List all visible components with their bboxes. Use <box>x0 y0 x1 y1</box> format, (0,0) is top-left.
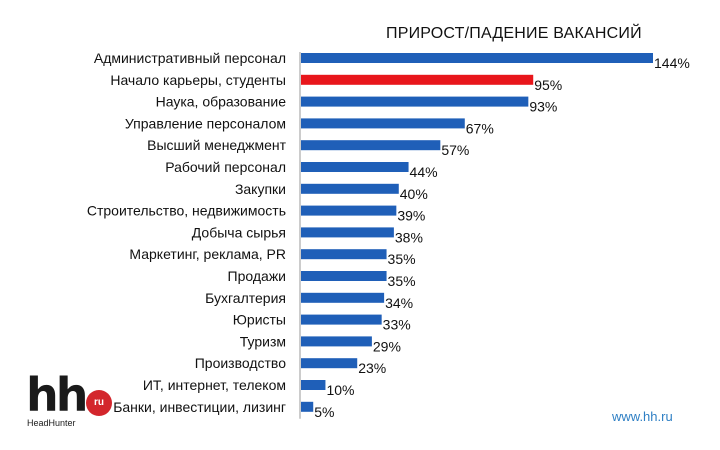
bar <box>301 249 387 260</box>
bar <box>301 336 372 347</box>
logo-badge: ru <box>86 390 112 416</box>
data-label: 29% <box>373 338 401 354</box>
data-label: 39% <box>397 208 425 224</box>
data-label: 35% <box>388 251 416 267</box>
category-label: Управление персоналом <box>125 115 286 131</box>
bar <box>301 292 385 303</box>
data-label: 23% <box>358 360 386 376</box>
headhunter-logo: hh ru HeadHunter <box>26 372 118 430</box>
chart-title: ПРИРОСТ/ПАДЕНИЕ ВАКАНСИЙ <box>386 25 642 42</box>
data-label: 35% <box>388 273 416 289</box>
category-label: Бухгалтерия <box>205 290 286 306</box>
data-label: 5% <box>314 404 334 420</box>
bar <box>301 401 314 412</box>
category-label: Туризм <box>240 333 286 349</box>
category-label: Рабочий персонал <box>165 159 286 175</box>
logo-name: HeadHunter <box>27 418 76 428</box>
category-label: Строительство, недвижимость <box>87 203 286 219</box>
category-label: Начало карьеры, студенты <box>110 72 286 88</box>
data-label: 33% <box>383 317 411 333</box>
data-label: 38% <box>395 229 423 245</box>
category-label: Наука, образование <box>156 94 287 110</box>
category-label: Производство <box>195 355 286 371</box>
data-label: 44% <box>410 164 438 180</box>
category-label: Банки, инвестиции, лизинг <box>113 399 286 415</box>
data-label: 34% <box>385 295 413 311</box>
category-label: Продажи <box>228 268 286 284</box>
bar <box>301 162 409 172</box>
data-label: 40% <box>400 186 428 202</box>
bar <box>301 183 399 194</box>
data-label: 95% <box>534 77 562 93</box>
bar <box>301 205 397 216</box>
category-label: Юристы <box>233 312 286 328</box>
data-label: 10% <box>326 382 354 398</box>
bar <box>301 314 382 325</box>
bar <box>301 96 529 107</box>
category-label: ИТ, интернет, телеком <box>143 377 286 393</box>
category-label: Маркетинг, реклама, PR <box>129 246 286 262</box>
data-label: 93% <box>529 99 557 115</box>
bar <box>301 118 465 129</box>
category-label: Высший менеджмент <box>147 137 286 153</box>
bar <box>301 53 653 63</box>
bar <box>301 227 394 238</box>
data-label: 67% <box>466 120 494 136</box>
logo-mark: hh <box>26 368 88 422</box>
site-url-link[interactable]: www.hh.ru <box>612 409 673 424</box>
bar <box>301 140 441 151</box>
bar <box>301 74 534 85</box>
data-label: 144% <box>654 55 690 71</box>
category-label: Административный персонал <box>94 50 286 66</box>
category-label: Закупки <box>235 181 286 197</box>
data-label: 57% <box>441 142 469 158</box>
bar <box>301 358 358 369</box>
category-label: Добыча сырья <box>192 224 286 240</box>
bar <box>301 380 326 390</box>
bar <box>301 271 387 281</box>
